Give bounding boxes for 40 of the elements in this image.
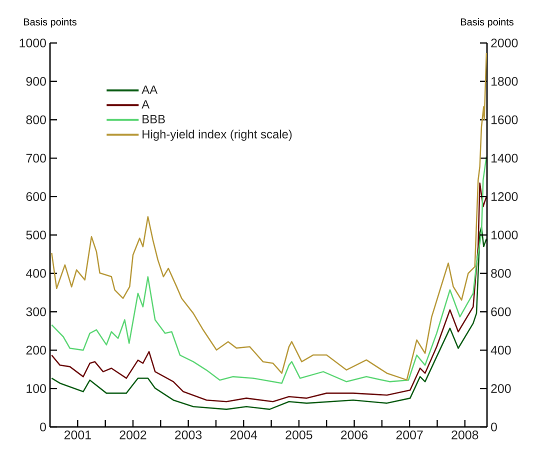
x-tick-label: 2002 xyxy=(120,430,146,440)
legend-label: A xyxy=(142,100,150,108)
y-axis-title: Basis points xyxy=(24,18,76,28)
y2-tick-label: 1000 xyxy=(491,230,518,240)
y-tick-label: 400 xyxy=(26,268,46,278)
x-tick-label: 2003 xyxy=(175,430,202,440)
y2-tick-label: 800 xyxy=(491,268,511,278)
y-tick-label: 300 xyxy=(26,307,46,316)
legend-label: BBB xyxy=(142,114,165,124)
y2-tick-label: 600 xyxy=(491,307,511,316)
y-tick-label: 1000 xyxy=(20,38,46,48)
y-tick-label: 800 xyxy=(26,115,46,124)
legend-label: AA xyxy=(142,86,158,94)
y-tick-label: 100 xyxy=(26,384,46,393)
x-tick-label: 2006 xyxy=(341,430,368,440)
x-tick-label: 2007 xyxy=(396,430,423,440)
line-series xyxy=(51,156,488,384)
line-series xyxy=(51,226,488,410)
y-tick-label: 900 xyxy=(26,76,46,86)
y2-tick-label: 1400 xyxy=(491,154,518,163)
y2-tick-label: 1200 xyxy=(491,192,518,201)
x-tick-label: 2004 xyxy=(230,430,258,440)
y2-tick-label: 400 xyxy=(490,346,511,355)
y-tick-label: 200 xyxy=(26,346,46,355)
y-tick-label: 600 xyxy=(26,192,46,201)
x-tick-label: 2001 xyxy=(64,430,91,440)
y-tick-label: 0 xyxy=(40,422,46,432)
y-tick-label: 700 xyxy=(26,154,46,163)
y2-tick-label: 200 xyxy=(491,384,511,393)
y2-tick-label: 0 xyxy=(491,422,497,432)
y2-tick-label: 2000 xyxy=(491,38,518,48)
y2-tick-label: 1600 xyxy=(491,115,518,124)
y-tick-label: 500 xyxy=(26,230,46,240)
line-series xyxy=(51,182,488,402)
x-tick-label: 2005 xyxy=(286,430,312,440)
line-series xyxy=(51,52,488,381)
y2-tick-label: 1800 xyxy=(491,76,518,86)
y2-axis-title: Basis points xyxy=(460,18,514,28)
x-tick-label: 2008 xyxy=(452,430,478,440)
legend-label: High-yield index (right scale) xyxy=(142,130,292,141)
